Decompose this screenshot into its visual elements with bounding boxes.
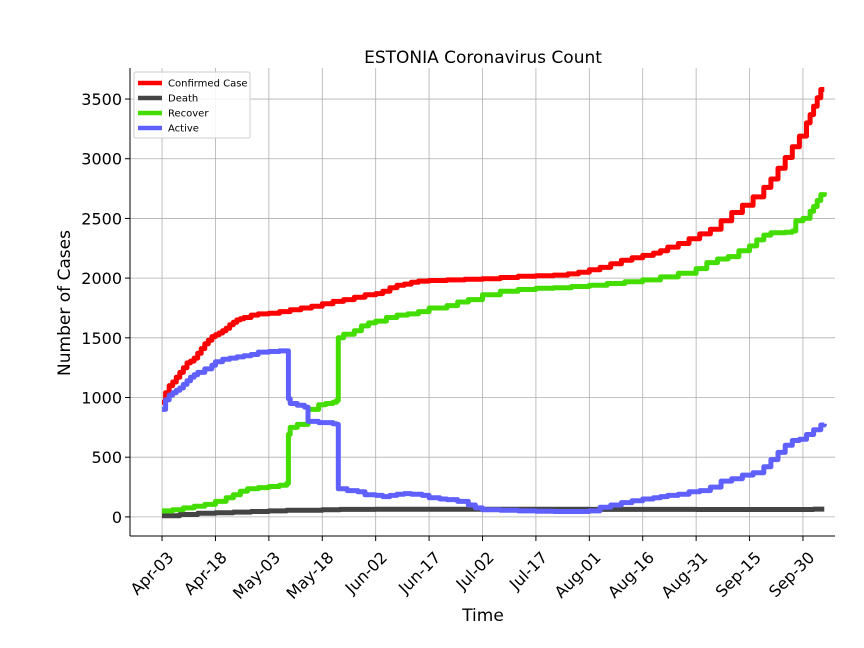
legend-label-confirmed-case: Confirmed Case — [168, 79, 248, 90]
y-tick-label: 3500 — [81, 90, 122, 109]
y-tick-label: 2500 — [81, 209, 122, 228]
x-tick-label: Jul-02 — [452, 548, 498, 594]
legend-frame — [133, 71, 251, 139]
series-line-death — [162, 506, 825, 519]
y-tick-label: 1000 — [81, 389, 122, 408]
legend: Confirmed Case Death Recover Active — [133, 71, 251, 139]
chart-title: ESTONIA Coronavirus Count — [364, 48, 602, 68]
series-line-confirmed-case — [162, 87, 825, 405]
x-tick-label: May-03 — [229, 548, 284, 603]
series-line-active — [162, 348, 827, 514]
y-tick-label: 0 — [112, 508, 122, 527]
y-tick-label: 1500 — [81, 329, 122, 348]
x-tick-label: May-18 — [282, 548, 337, 603]
y-tick-label: 2000 — [81, 269, 122, 288]
x-tick-label: Apr-18 — [180, 548, 231, 599]
x-axis-label: Time — [461, 606, 504, 626]
series-line-recover — [162, 192, 827, 514]
legend-label-recover: Recover — [168, 109, 209, 120]
x-tick-label: Jun-02 — [341, 548, 391, 598]
x-tick-label: Aug-16 — [604, 548, 658, 602]
y-tick-label: 500 — [91, 448, 122, 467]
legend-label-active: Active — [168, 124, 199, 135]
legend-label-death: Death — [168, 94, 198, 105]
series-lines — [162, 87, 827, 519]
x-tick-label: Apr-03 — [127, 548, 178, 599]
x-tick-label: Aug-01 — [551, 548, 605, 602]
x-tick-label: Sep-15 — [712, 548, 765, 601]
y-ticks: 0 500 1000 1500 2000 2500 3000 3500 — [81, 90, 130, 527]
x-tick-label: Jul-17 — [505, 548, 551, 594]
y-tick-label: 3000 — [81, 150, 122, 169]
x-tick-label: Sep-30 — [765, 548, 818, 601]
y-axis-label: Number of Cases — [55, 230, 75, 376]
x-tick-label: Aug-31 — [657, 548, 711, 602]
x-tick-label: Jun-17 — [394, 548, 444, 598]
